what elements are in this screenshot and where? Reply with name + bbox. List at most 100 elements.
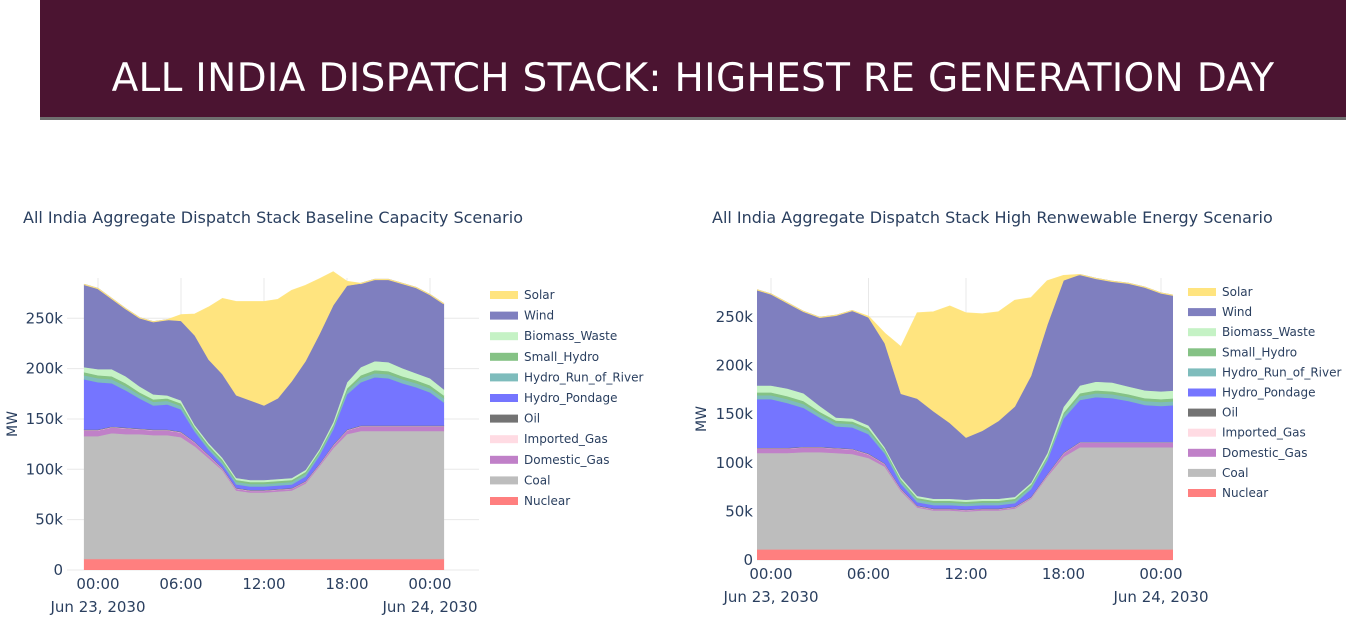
legend-label: Hydro_Run_of_River	[524, 370, 643, 384]
legend-label: Oil	[524, 412, 540, 426]
legend-label: Wind	[1222, 305, 1252, 319]
x-tick-label: 18:00	[325, 575, 368, 593]
chart-panel-high-re: All India Aggregate Dispatch Stack High …	[690, 150, 1367, 620]
legend-label: Hydro_Pondage	[524, 391, 617, 405]
legend-item-solar[interactable]: Solar	[1188, 285, 1253, 299]
x-tick-label: 00:00	[1139, 565, 1182, 583]
legend-swatch	[490, 311, 518, 320]
legend-swatch	[1188, 388, 1216, 397]
legend-label: Oil	[1222, 406, 1238, 420]
legend-swatch	[1188, 348, 1216, 357]
legend-item-small-hydro[interactable]: Small_Hydro	[1188, 345, 1297, 359]
x-tick-label: 00:00	[408, 575, 451, 593]
legend-item-coal[interactable]: Coal	[490, 473, 550, 487]
legend-swatch	[490, 394, 518, 402]
line-solar	[84, 271, 445, 323]
legend-label: Wind	[524, 309, 554, 323]
legend-label: Domestic_Gas	[524, 453, 609, 467]
legend-label: Imported_Gas	[1222, 426, 1306, 440]
legend-item-biomass-waste[interactable]: Biomass_Waste	[1188, 325, 1315, 339]
legend-swatch	[1188, 288, 1216, 296]
legend-item-hydro-run-of-river[interactable]: Hydro_Run_of_River	[490, 370, 643, 384]
y-tick-label: 150k	[26, 410, 64, 428]
legend-label: Imported_Gas	[524, 432, 608, 446]
legend-swatch	[1188, 408, 1216, 417]
y-tick-label: 100k	[716, 454, 754, 472]
legend-item-wind[interactable]: Wind	[490, 309, 554, 323]
legend-swatch	[490, 455, 518, 464]
legend-item-small-hydro[interactable]: Small_Hydro	[490, 350, 599, 364]
legend-label: Coal	[1222, 466, 1248, 480]
legend-swatch	[1188, 328, 1216, 337]
legend-item-oil[interactable]: Oil	[490, 412, 540, 426]
x-tick-label: 00:00	[76, 575, 119, 593]
legend-swatch	[1188, 428, 1216, 437]
x-tick-label: 00:00	[749, 565, 792, 583]
legend-swatch	[1188, 368, 1216, 377]
y-axis-label: MW	[5, 411, 21, 437]
x-tick-label: 12:00	[242, 575, 285, 593]
legend-item-imported-gas[interactable]: Imported_Gas	[1188, 426, 1306, 440]
y-tick-label: 200k	[26, 360, 64, 378]
legend-swatch	[490, 291, 518, 299]
y-tick-label: 150k	[716, 405, 754, 423]
line-solar	[757, 273, 1173, 348]
area-nuclear	[757, 549, 1173, 560]
legend-item-imported-gas[interactable]: Imported_Gas	[490, 432, 608, 446]
legend-item-coal[interactable]: Coal	[1188, 466, 1248, 480]
legend-label: Coal	[524, 473, 550, 487]
y-tick-label: 50k	[725, 502, 753, 520]
y-axis: 0 50k 100k 150k 200k 250k	[26, 309, 64, 579]
legend-item-solar[interactable]: Solar	[490, 288, 555, 302]
legend-swatch	[490, 352, 518, 361]
y-tick-label: 250k	[26, 309, 64, 327]
legend-item-domestic-gas[interactable]: Domestic_Gas	[1188, 446, 1307, 460]
chart-panel-baseline: All India Aggregate Dispatch Stack Basel…	[0, 150, 683, 620]
legend-item-hydro-pondage[interactable]: Hydro_Pondage	[1188, 386, 1315, 400]
header-banner: ALL INDIA DISPATCH STACK: HIGHEST RE GEN…	[40, 0, 1346, 120]
legend-swatch	[1188, 308, 1216, 317]
legend-label: Hydro_Run_of_River	[1222, 365, 1341, 379]
legend-label: Hydro_Pondage	[1222, 386, 1315, 400]
legend-item-hydro-pondage[interactable]: Hydro_Pondage	[490, 391, 617, 405]
legend-item-nuclear[interactable]: Nuclear	[1188, 486, 1268, 500]
legend-item-hydro-run-of-river[interactable]: Hydro_Run_of_River	[1188, 365, 1341, 379]
y-tick-label: 200k	[716, 357, 754, 375]
y-tick-label: 100k	[26, 460, 64, 478]
y-tick-label: 50k	[35, 511, 63, 529]
y-axis-label: MW	[694, 406, 710, 432]
area-stack	[83, 271, 445, 570]
x-tick-date-label: Jun 24, 2030	[381, 598, 477, 616]
legend[interactable]: Solar Wind Biomass_Waste Small_Hydro Hydro_R…	[490, 288, 643, 508]
y-tick-label: 250k	[716, 308, 754, 326]
legend-swatch	[490, 476, 518, 485]
legend-label: Domestic_Gas	[1222, 446, 1307, 460]
x-axis: 00:00 Jun 23, 2030 06:00 12:00 18:00 00:00 Jun…	[49, 575, 477, 616]
y-axis: 0 50k 100k 150k 200k 250k	[716, 308, 754, 569]
chart-title-high-re: All India Aggregate Dispatch Stack High …	[712, 208, 1273, 227]
page-title: ALL INDIA DISPATCH STACK: HIGHEST RE GEN…	[111, 56, 1275, 101]
x-tick-label: 18:00	[1042, 565, 1085, 583]
legend[interactable]: Solar Wind Biomass_Waste Small_Hydro Hydro_R…	[1188, 285, 1341, 500]
legend-swatch	[490, 373, 518, 382]
legend-swatch	[1188, 448, 1216, 457]
legend-swatch	[1188, 489, 1216, 497]
legend-item-oil[interactable]: Oil	[1188, 406, 1238, 420]
x-tick-date-label: Jun 24, 2030	[1112, 588, 1208, 606]
y-tick-label: 0	[743, 551, 753, 569]
legend-swatch	[490, 497, 518, 505]
legend-item-biomass-waste[interactable]: Biomass_Waste	[490, 329, 617, 343]
legend-item-nuclear[interactable]: Nuclear	[490, 494, 570, 508]
legend-swatch	[1188, 468, 1216, 477]
legend-label: Small_Hydro	[524, 350, 599, 364]
legend-label: Biomass_Waste	[1222, 325, 1315, 339]
legend-label: Small_Hydro	[1222, 345, 1297, 359]
legend-item-domestic-gas[interactable]: Domestic_Gas	[490, 453, 609, 467]
legend-item-wind[interactable]: Wind	[1188, 305, 1252, 319]
legend-label: Nuclear	[1222, 486, 1268, 500]
legend-label: Solar	[1222, 285, 1253, 299]
y-tick-label: 0	[53, 561, 63, 579]
legend-swatch	[490, 332, 518, 341]
